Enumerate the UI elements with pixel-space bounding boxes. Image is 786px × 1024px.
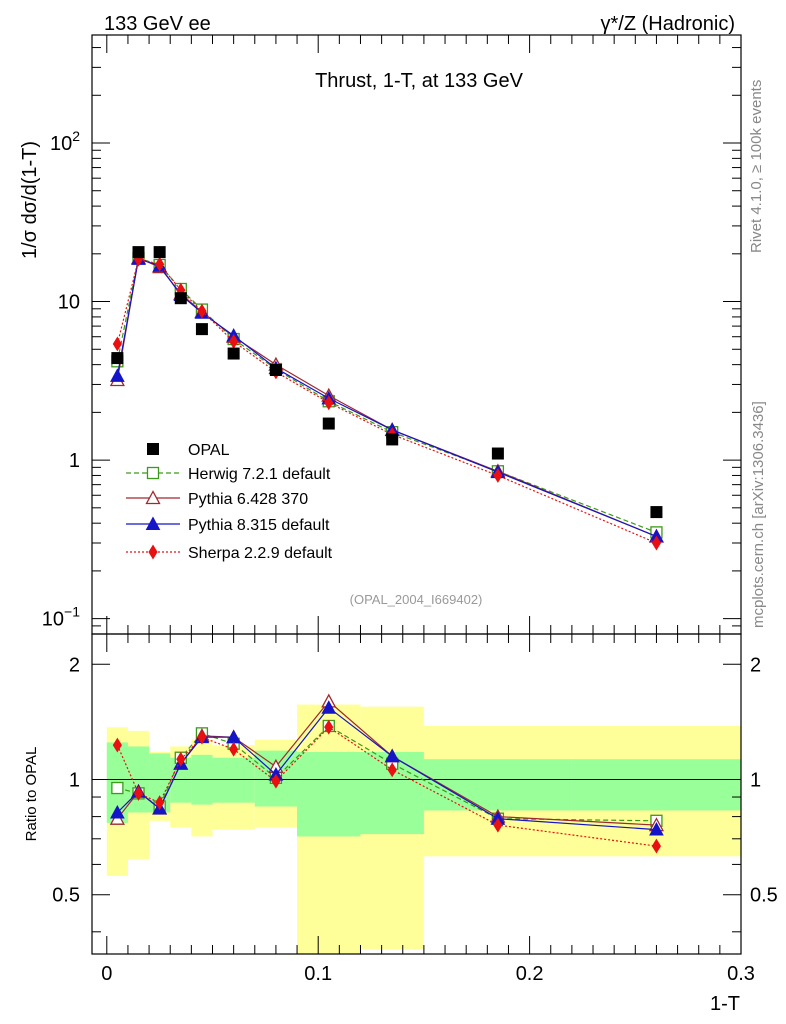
opal-data-point [227, 347, 240, 360]
y-axis-label: 1/σ dσ/d(1-T) [19, 141, 41, 259]
ratio-series-2-marker [649, 822, 664, 836]
chart-title: Thrust, 1-T, at 133 GeV [315, 70, 524, 92]
legend-label-pythia6: Pythia 6.428 370 [188, 491, 308, 508]
y-tick-label: 10−1 [42, 604, 80, 631]
y-tick-label-exponent: 2 [72, 128, 80, 144]
series-3-marker [112, 336, 122, 352]
y-tick-label-exponent: −1 [64, 604, 80, 620]
y-tick-label: 1 [69, 450, 80, 472]
x-tick-label: 0 [101, 963, 112, 985]
main-panel: Thrust, 1-T, at 133 GeV (OPAL_2004_I6694… [19, 34, 742, 635]
legend: OPAL Herwig 7.2.1 default Pythia 6.428 3… [126, 442, 333, 562]
opal-data-point [491, 447, 504, 460]
ratio-series-2-marker [110, 804, 125, 819]
ratio-series-3-marker [176, 751, 186, 767]
ratio-series-3-marker [271, 773, 281, 789]
series-3-marker [324, 395, 334, 411]
legend-label-opal: OPAL [188, 442, 230, 459]
stat-uncertainty-band [423, 759, 572, 811]
opal-data-point [650, 506, 663, 519]
ratio-series-3-marker [133, 785, 144, 801]
y-tick-label: 102 [50, 128, 80, 155]
ratio-series-3-marker [651, 838, 662, 854]
legend-marker-opal [147, 443, 159, 455]
ratio-tick-label-right: 2 [750, 654, 761, 676]
ratio-axis-label: Ratio to OPAL [23, 747, 40, 842]
energy-label: 133 GeV ee [104, 13, 211, 35]
opal-data-point [132, 246, 145, 259]
ratio-tick-label-left: 1 [69, 770, 80, 792]
mcplots-credit-label: mcplots.cern.ch [arXiv:1306.3436] [750, 401, 767, 628]
analysis-label: (OPAL_2004_I669402) [350, 592, 483, 607]
ratio-series-3-marker [229, 741, 239, 757]
x-axis-label: 1-T [710, 993, 740, 1015]
series-3-marker [493, 468, 503, 483]
opal-data-point [195, 323, 208, 336]
main-series-group [109, 250, 665, 551]
ratio-series-2-marker [384, 748, 400, 763]
ratio-tick-label-left: 2 [69, 654, 80, 676]
series-3-marker [651, 535, 662, 551]
opal-data-group [111, 246, 663, 519]
ratio-panel-frame [91, 633, 742, 955]
ratio-series-group [109, 693, 665, 854]
stat-uncertainty-band [297, 752, 361, 837]
x-tick-label: 0.3 [727, 963, 755, 985]
ratio-series-2-marker [321, 700, 337, 714]
ratio-series-3-marker [493, 817, 503, 833]
stat-uncertainty-band [571, 759, 741, 811]
ratio-panel: 2 2 1 1 0.5 0.5 Ratio to OPAL 1-T 0 0.1 0.2 0.3 [23, 633, 778, 1015]
opal-data-point [153, 246, 166, 259]
stat-uncertainty-band [212, 757, 255, 803]
series-3-marker [155, 256, 165, 272]
ratio-tick-label-left: 0.5 [52, 885, 80, 907]
series-2-marker [110, 368, 125, 382]
rivet-version-label: Rivet 4.1.0, ≥ 100k events [748, 80, 765, 253]
series-3-marker [197, 303, 207, 319]
ratio-series-3-marker [387, 762, 397, 778]
ratio-tick-label-right: 1 [750, 770, 761, 792]
ratio-tick-label-right: 0.5 [750, 885, 778, 907]
ratio-series-0-marker [111, 781, 124, 795]
main-y-ticks: 102 10 1 10−1 [42, 47, 741, 635]
main-x-ticks [106, 35, 742, 634]
opal-data-point [111, 352, 124, 365]
legend-label-pythia8: Pythia 8.315 default [188, 517, 330, 534]
legend-marker-1 [145, 490, 161, 505]
x-tick-labels: 0 0.1 0.2 0.3 [101, 963, 755, 985]
ratio-y-ticks: 2 2 1 1 0.5 0.5 [52, 654, 778, 933]
legend-marker-0 [146, 466, 160, 480]
opal-data-point [322, 417, 335, 430]
ratio-series-3-marker [155, 795, 165, 811]
legend-marker-2 [145, 516, 161, 530]
legend-marker-3 [148, 544, 158, 560]
opal-data-point [174, 292, 187, 305]
ratio-series-3-marker [197, 729, 207, 745]
legend-label-sherpa: Sherpa 2.2.9 default [188, 545, 333, 562]
process-label: γ*/Z (Hadronic) [601, 13, 735, 35]
x-tick-label: 0.2 [516, 963, 544, 985]
opal-data-point [386, 433, 399, 446]
legend-label-herwig: Herwig 7.2.1 default [188, 466, 331, 483]
ratio-series-3-marker [112, 737, 122, 753]
ratio-series-3-marker [324, 719, 334, 735]
x-tick-label: 0.1 [304, 963, 332, 985]
y-tick-label: 10 [58, 292, 80, 314]
opal-data-point [269, 364, 282, 377]
